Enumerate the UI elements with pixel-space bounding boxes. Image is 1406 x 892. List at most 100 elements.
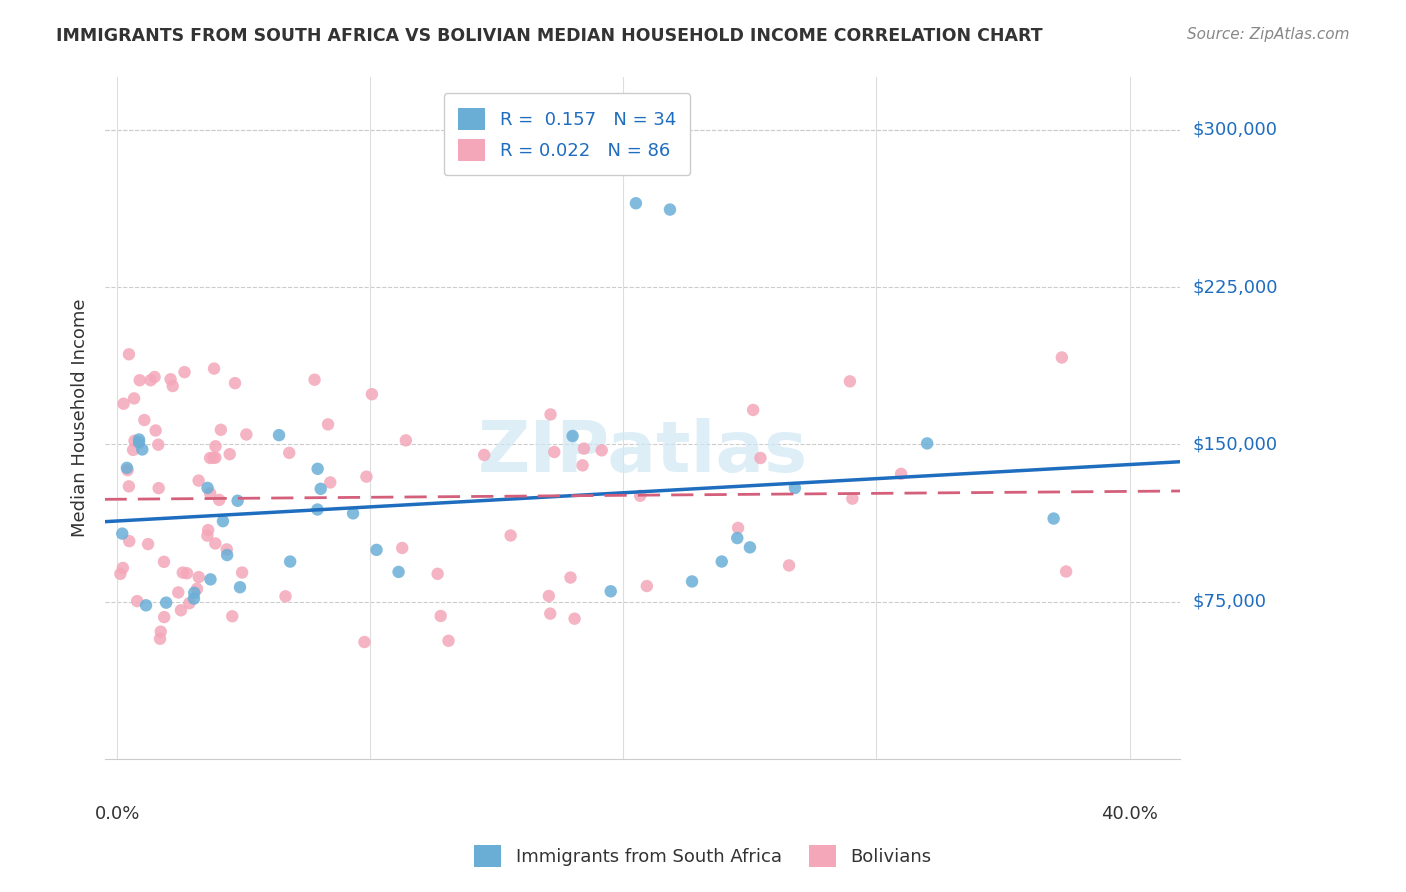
Point: [890, 467, 912, 481]
Point: [143, 370, 166, 384]
Point: [738, 541, 761, 555]
Text: 40.0%: 40.0%: [1101, 805, 1159, 823]
Point: [204, 450, 226, 465]
Point: [217, 548, 239, 562]
Point: [429, 609, 451, 624]
Point: [838, 375, 860, 389]
Point: [136, 537, 159, 551]
Point: [316, 417, 339, 432]
Point: [112, 397, 135, 411]
Point: [624, 196, 647, 211]
Text: ZIPatlas: ZIPatlas: [477, 417, 807, 487]
Point: [202, 361, 225, 376]
Point: [636, 579, 658, 593]
Point: [145, 424, 167, 438]
Point: [209, 423, 232, 437]
Point: [1054, 565, 1077, 579]
Point: [198, 450, 221, 465]
Point: [221, 609, 243, 624]
Point: [681, 574, 703, 589]
Point: [195, 528, 218, 542]
Point: [1042, 511, 1064, 525]
Point: [725, 531, 748, 545]
Point: [229, 580, 252, 594]
Text: $150,000: $150,000: [1192, 435, 1278, 453]
Point: [783, 481, 806, 495]
Point: [224, 376, 246, 391]
Point: [543, 445, 565, 459]
Point: [659, 202, 682, 217]
Point: [591, 443, 613, 458]
Point: [742, 403, 765, 417]
Point: [118, 479, 141, 493]
Point: [304, 373, 326, 387]
Point: [204, 439, 226, 453]
Legend: Immigrants from South Africa, Bolivians: Immigrants from South Africa, Bolivians: [467, 838, 939, 874]
Point: [149, 632, 172, 646]
Point: [274, 590, 297, 604]
Point: [710, 555, 733, 569]
Point: [162, 379, 184, 393]
Point: [727, 521, 749, 535]
Point: [139, 373, 162, 387]
Point: [170, 603, 193, 617]
Point: [122, 392, 145, 406]
Point: [118, 534, 141, 549]
Point: [353, 635, 375, 649]
Point: [111, 526, 134, 541]
Legend: R =  0.157   N = 34, R = 0.022   N = 86: R = 0.157 N = 34, R = 0.022 N = 86: [444, 94, 690, 175]
Point: [572, 442, 595, 456]
Point: [915, 436, 938, 450]
Point: [197, 481, 219, 495]
Point: [841, 491, 863, 506]
Point: [307, 502, 329, 516]
Point: [176, 566, 198, 581]
Point: [111, 561, 134, 575]
Text: $75,000: $75,000: [1192, 592, 1267, 611]
Point: [128, 435, 150, 450]
Point: [426, 566, 449, 581]
Point: [437, 633, 460, 648]
Text: 0.0%: 0.0%: [94, 805, 139, 823]
Point: [153, 610, 176, 624]
Point: [628, 489, 651, 503]
Point: [183, 591, 205, 606]
Point: [155, 596, 177, 610]
Text: $225,000: $225,000: [1192, 278, 1278, 296]
Point: [186, 582, 208, 596]
Point: [231, 566, 253, 580]
Point: [472, 448, 495, 462]
Text: Source: ZipAtlas.com: Source: ZipAtlas.com: [1187, 27, 1350, 42]
Point: [267, 428, 290, 442]
Point: [124, 434, 146, 448]
Point: [564, 612, 586, 626]
Point: [127, 594, 149, 608]
Point: [309, 482, 332, 496]
Point: [149, 624, 172, 639]
Point: [200, 573, 222, 587]
Point: [218, 447, 240, 461]
Point: [387, 565, 409, 579]
Point: [179, 596, 201, 610]
Point: [153, 555, 176, 569]
Point: [499, 528, 522, 542]
Point: [134, 413, 156, 427]
Point: [278, 446, 301, 460]
Point: [198, 486, 221, 500]
Point: [117, 463, 139, 477]
Point: [778, 558, 800, 573]
Point: [599, 584, 621, 599]
Point: [187, 570, 209, 584]
Point: [135, 599, 157, 613]
Text: IMMIGRANTS FROM SOUTH AFRICA VS BOLIVIAN MEDIAN HOUSEHOLD INCOME CORRELATION CHA: IMMIGRANTS FROM SOUTH AFRICA VS BOLIVIAN…: [56, 27, 1043, 45]
Y-axis label: Median Household Income: Median Household Income: [72, 299, 89, 538]
Point: [749, 450, 772, 465]
Point: [128, 373, 150, 387]
Point: [131, 442, 153, 457]
Point: [128, 433, 150, 447]
Point: [173, 365, 195, 379]
Point: [307, 462, 329, 476]
Point: [122, 442, 145, 457]
Point: [366, 542, 388, 557]
Text: $300,000: $300,000: [1192, 121, 1278, 139]
